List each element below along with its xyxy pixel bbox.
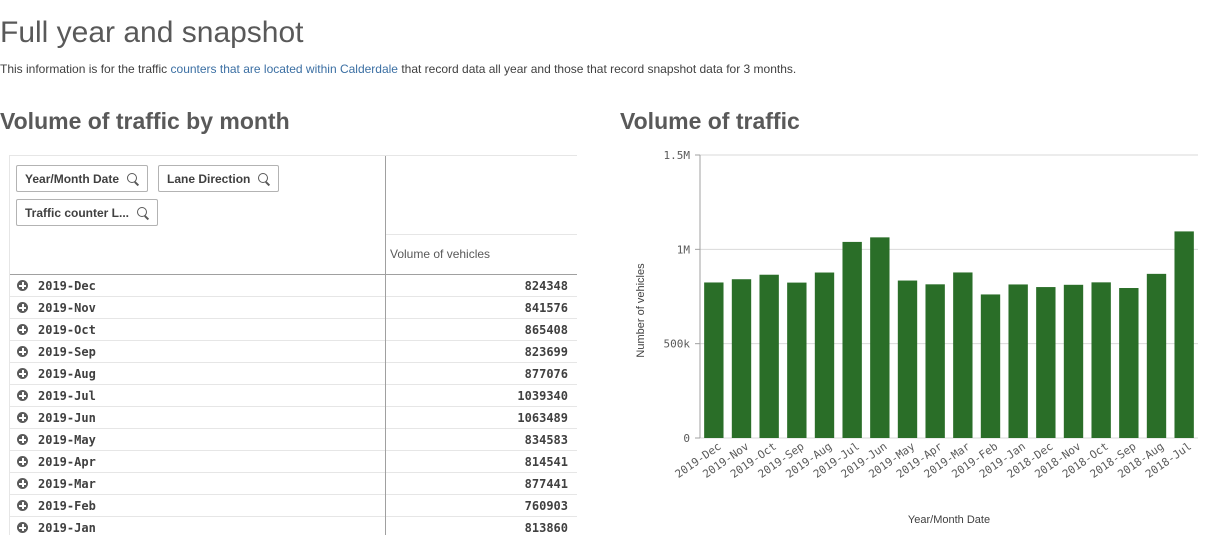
filter-lane-direction-button[interactable]: Lane Direction — [158, 165, 280, 192]
row-label: 2019-Mar — [38, 477, 96, 491]
expand-plus-icon[interactable] — [17, 302, 28, 313]
intro-after: that record data all year and those that… — [397, 62, 797, 76]
table-row: 2019-Jan 813860 — [10, 517, 577, 535]
bar[interactable] — [1174, 231, 1194, 438]
row-value: 814541 — [524, 455, 568, 469]
bar[interactable] — [1119, 288, 1139, 438]
expand-plus-icon[interactable] — [17, 412, 28, 423]
table-row: 2019-Jun 1063489 — [10, 407, 577, 429]
pivot-table-title: Volume of traffic by month — [0, 108, 290, 134]
column-divider — [385, 156, 386, 535]
bar[interactable] — [953, 272, 973, 438]
bar[interactable] — [1146, 273, 1167, 438]
row-value: 760903 — [524, 499, 568, 513]
intro-before: This information is for the traffic — [0, 62, 171, 76]
table-row: 2019-May 834583 — [10, 429, 577, 451]
expand-plus-icon[interactable] — [17, 390, 28, 401]
filter-year-month-label: Year/Month Date — [25, 171, 120, 186]
pivot-rows: 2019-Dec 824348 2019-Nov 841576 2019-Oct 8654… — [10, 275, 577, 535]
row-label: 2019-Jun — [38, 411, 96, 425]
y-tick-label: 1M — [677, 243, 691, 256]
bar[interactable] — [1063, 284, 1084, 438]
row-value: 824348 — [524, 279, 568, 293]
row-label: 2019-Dec — [38, 279, 96, 293]
bar[interactable] — [897, 280, 918, 438]
expand-plus-icon[interactable] — [17, 280, 28, 291]
measure-separator — [386, 234, 577, 235]
bar[interactable] — [731, 279, 752, 438]
x-axis-title: Year/Month Date — [908, 514, 990, 526]
row-label: 2019-Jan — [38, 521, 96, 535]
bar[interactable] — [842, 241, 862, 438]
bar[interactable] — [1036, 287, 1056, 438]
expand-plus-icon[interactable] — [17, 522, 28, 533]
search-icon — [258, 172, 270, 185]
y-tick-label: 500k — [664, 338, 691, 351]
row-label: 2019-Nov — [38, 301, 96, 315]
bar-chart-title: Volume of traffic — [620, 108, 800, 134]
pivot-table: Year/Month Date Lane Direction Traffic c… — [9, 155, 577, 535]
row-value: 877441 — [524, 477, 568, 491]
bar[interactable] — [704, 282, 724, 438]
filter-year-month-button[interactable]: Year/Month Date — [16, 165, 149, 192]
bar[interactable] — [870, 237, 890, 438]
expand-plus-icon[interactable] — [17, 346, 28, 357]
pivot-header: Year/Month Date Lane Direction Traffic c… — [10, 156, 577, 275]
table-row: 2019-Sep 823699 — [10, 341, 577, 363]
y-axis-title: Number of vehicles — [635, 263, 647, 358]
table-row: 2019-Feb 760903 — [10, 495, 577, 517]
bar[interactable] — [925, 284, 945, 438]
search-icon — [127, 172, 139, 185]
page-title: Full year and snapshot — [0, 16, 304, 49]
bar[interactable] — [1008, 284, 1028, 438]
row-label: 2019-Sep — [38, 345, 96, 359]
bar-chart[interactable]: 0500k1M1.5M2019-Dec2019-Nov2019-Oct2019-… — [620, 145, 1210, 540]
filter-traffic-counter-label: Traffic counter L... — [25, 205, 130, 220]
table-row: 2019-Mar 877441 — [10, 473, 577, 495]
measure-header[interactable]: Volume of vehicles — [390, 247, 491, 261]
expand-plus-icon[interactable] — [17, 434, 28, 445]
table-row: 2019-Jul 1039340 — [10, 385, 577, 407]
row-value: 841576 — [524, 301, 568, 315]
calderdale-counters-link[interactable]: counters that are located within Calderd… — [170, 62, 398, 76]
expand-plus-icon[interactable] — [17, 500, 28, 511]
row-label: 2019-Jul — [38, 389, 96, 403]
table-row: 2019-Apr 814541 — [10, 451, 577, 473]
row-label: 2019-Apr — [38, 455, 96, 469]
table-row: 2019-Oct 865408 — [10, 319, 577, 341]
expand-plus-icon[interactable] — [17, 324, 28, 335]
bar[interactable] — [1091, 282, 1111, 438]
row-value: 1039340 — [517, 389, 568, 403]
y-tick-label: 0 — [683, 432, 690, 445]
bar[interactable] — [814, 272, 835, 438]
filter-traffic-counter-button[interactable]: Traffic counter L... — [16, 199, 159, 226]
intro-text: This information is for the traffic coun… — [0, 62, 796, 76]
expand-plus-icon[interactable] — [17, 456, 28, 467]
filter-lane-direction-label: Lane Direction — [167, 171, 251, 186]
row-value: 813860 — [524, 521, 568, 535]
expand-plus-icon[interactable] — [17, 478, 28, 489]
row-label: 2019-Oct — [38, 323, 96, 337]
search-icon — [137, 206, 149, 219]
row-label: 2019-May — [38, 433, 96, 447]
expand-plus-icon[interactable] — [17, 368, 28, 379]
row-value: 823699 — [524, 345, 568, 359]
bar[interactable] — [980, 294, 1001, 438]
row-value: 1063489 — [517, 411, 568, 425]
bar[interactable] — [787, 282, 807, 438]
table-row: 2019-Dec 824348 — [10, 275, 577, 297]
row-label: 2019-Feb — [38, 499, 96, 513]
table-row: 2019-Nov 841576 — [10, 297, 577, 319]
bar[interactable] — [759, 274, 779, 438]
row-value: 865408 — [524, 323, 568, 337]
y-tick-label: 1.5M — [664, 149, 691, 162]
table-row: 2019-Aug 877076 — [10, 363, 577, 385]
row-value: 877076 — [524, 367, 568, 381]
row-label: 2019-Aug — [38, 367, 96, 381]
row-value: 834583 — [524, 433, 568, 447]
